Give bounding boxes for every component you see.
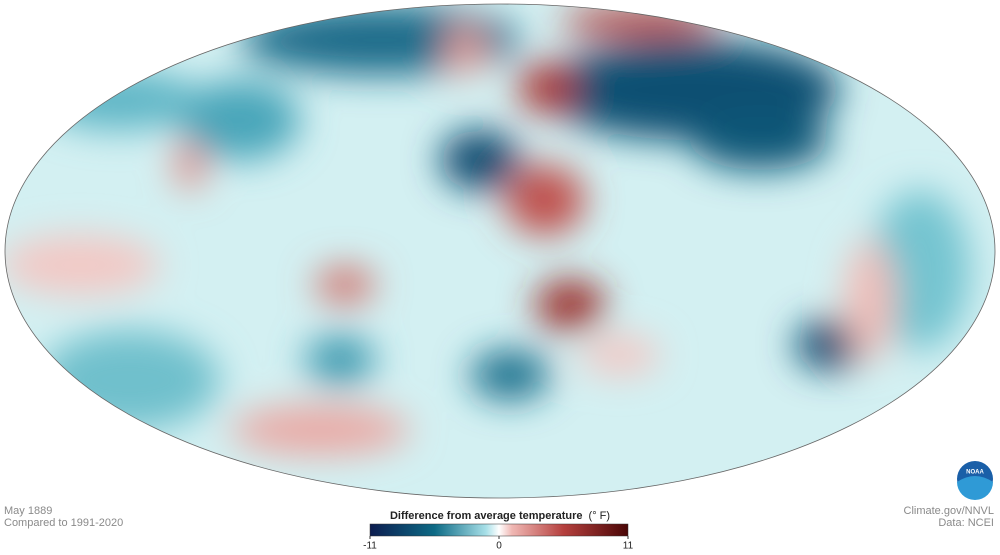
colorbar-tick-label: 11	[623, 541, 634, 552]
source-label: Climate.gov/NNVL	[904, 505, 994, 517]
colorbar: Difference from average temperature (° F…	[369, 510, 629, 537]
colorbar-unit: (° F)	[589, 510, 611, 522]
globe-outline	[4, 3, 996, 499]
colorbar-tick-label: 0	[496, 541, 502, 552]
noaa-logo: NOAA	[957, 461, 993, 500]
colorbar-title: Difference from average temperature	[390, 510, 583, 522]
colorbar-tick-label: -11	[363, 541, 377, 552]
data-credit: Data: NCEI	[938, 517, 994, 529]
date-label: May 1889	[4, 505, 52, 517]
logo-text: NOAA	[966, 470, 984, 476]
anomaly-map	[5, 4, 995, 498]
colorbar-scale	[369, 523, 629, 537]
baseline-label: Compared to 1991-2020	[4, 517, 123, 529]
